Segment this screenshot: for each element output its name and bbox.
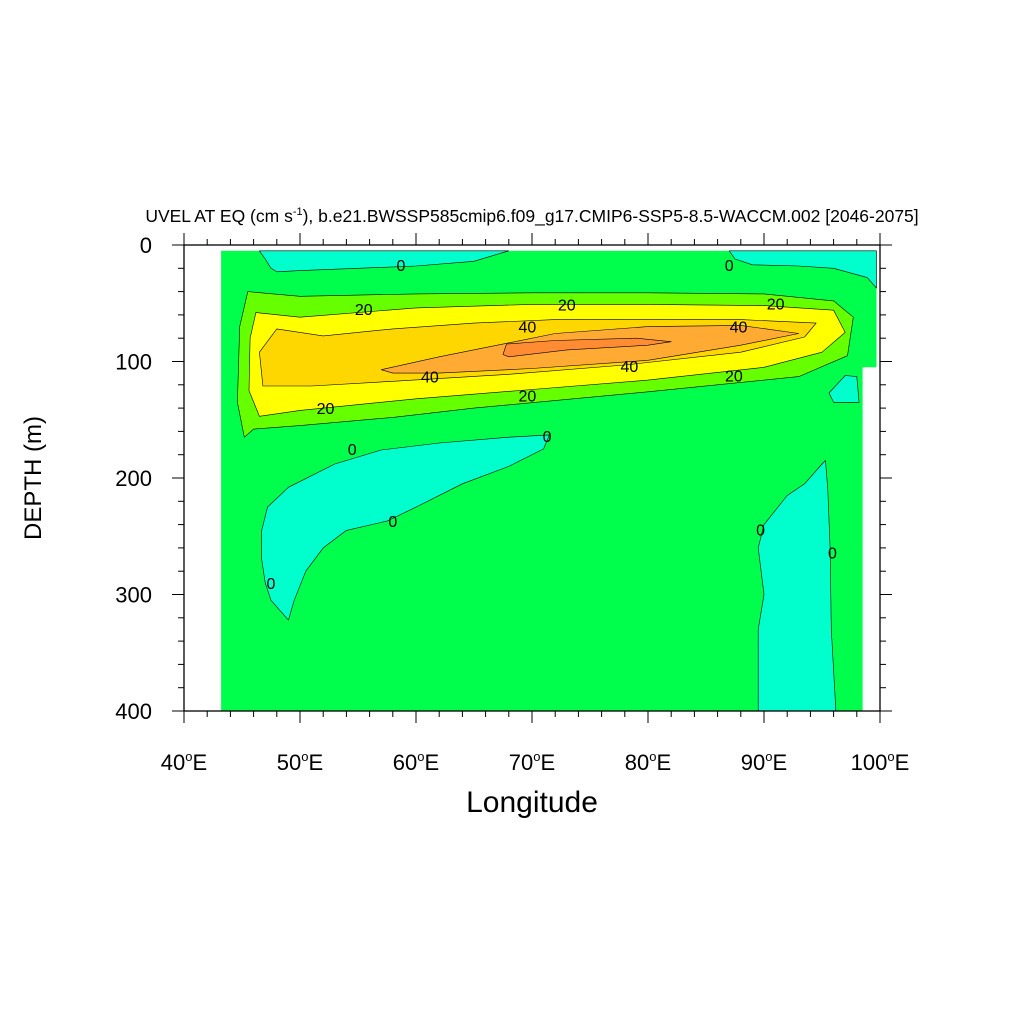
- contour-region-jet-40: [380, 325, 800, 374]
- contour-region-jet-50: [502, 337, 672, 358]
- y-tick-label: 0: [140, 233, 152, 258]
- y-axis-title: DEPTH (m): [20, 416, 47, 540]
- contour-label: 0: [348, 442, 357, 459]
- x-tick-label: 80oE: [625, 749, 671, 775]
- y-tick-label: 300: [115, 583, 152, 608]
- x-tick-label: 60oE: [393, 749, 439, 775]
- contour-label: 20: [558, 297, 576, 314]
- y-tick-label: 200: [115, 466, 152, 491]
- contour-label: 0: [388, 514, 397, 531]
- contour-label: 40: [421, 370, 439, 387]
- y-tick-labels: 0 100 200 300 400: [115, 233, 152, 724]
- contour-label: 20: [518, 388, 536, 405]
- contour-label: 40: [730, 320, 748, 337]
- contour-region-neg-top-left: [259, 250, 510, 273]
- y-tick-label: 100: [115, 350, 152, 375]
- x-tick-labels: 40oE 50oE 60oE 70oE 80oE 90oE 100oE: [161, 749, 910, 775]
- contour-label: 20: [317, 401, 335, 418]
- contour-region-white-right-gap: [862, 367, 877, 711]
- x-tick-label: 40oE: [161, 749, 207, 775]
- contour-label: 20: [767, 296, 785, 313]
- y-tick-label: 400: [115, 699, 152, 724]
- x-tick-label: 50oE: [277, 749, 323, 775]
- contour-fill-layer: [221, 250, 877, 712]
- contour-label: 40: [621, 359, 639, 376]
- contour-region-neg-right-notch: [828, 375, 860, 403]
- contour-label: 20: [355, 302, 373, 319]
- contour-region-neg-top-right: [728, 250, 877, 289]
- contour-label: 40: [518, 320, 536, 337]
- contour-label: 0: [725, 258, 734, 275]
- title-suffix: ), b.e21.BWSSP585cmip6.f09_g17.CMIP6-SSP…: [303, 206, 919, 227]
- x-tick-label: 70oE: [509, 749, 555, 775]
- x-tick-label: 100oE: [851, 749, 910, 775]
- contour-label-layer: 0 0 20 20 20 40 40 40 40 20 20 20 0 0 0 0 0 0: [267, 258, 837, 593]
- axis-ticks: [172, 233, 892, 723]
- x-axis-title: Longitude: [466, 786, 598, 819]
- contour-label: 0: [756, 522, 765, 539]
- contour-region-neg-mid-left: [261, 434, 550, 621]
- contour-label: 20: [725, 368, 743, 385]
- chart-title: UVEL AT EQ (cm s-1), b.e21.BWSSP585cmip6…: [145, 206, 918, 227]
- title-prefix: UVEL AT EQ (cm s: [145, 206, 293, 226]
- contour-label: 0: [828, 546, 837, 563]
- contour-label: 0: [267, 576, 276, 593]
- contour-region-neg-deep-right: [757, 460, 837, 712]
- contour-label: 0: [396, 258, 405, 275]
- title-superscript: -1: [293, 206, 303, 218]
- contour-label: 0: [543, 429, 552, 446]
- x-tick-label: 90oE: [741, 749, 787, 775]
